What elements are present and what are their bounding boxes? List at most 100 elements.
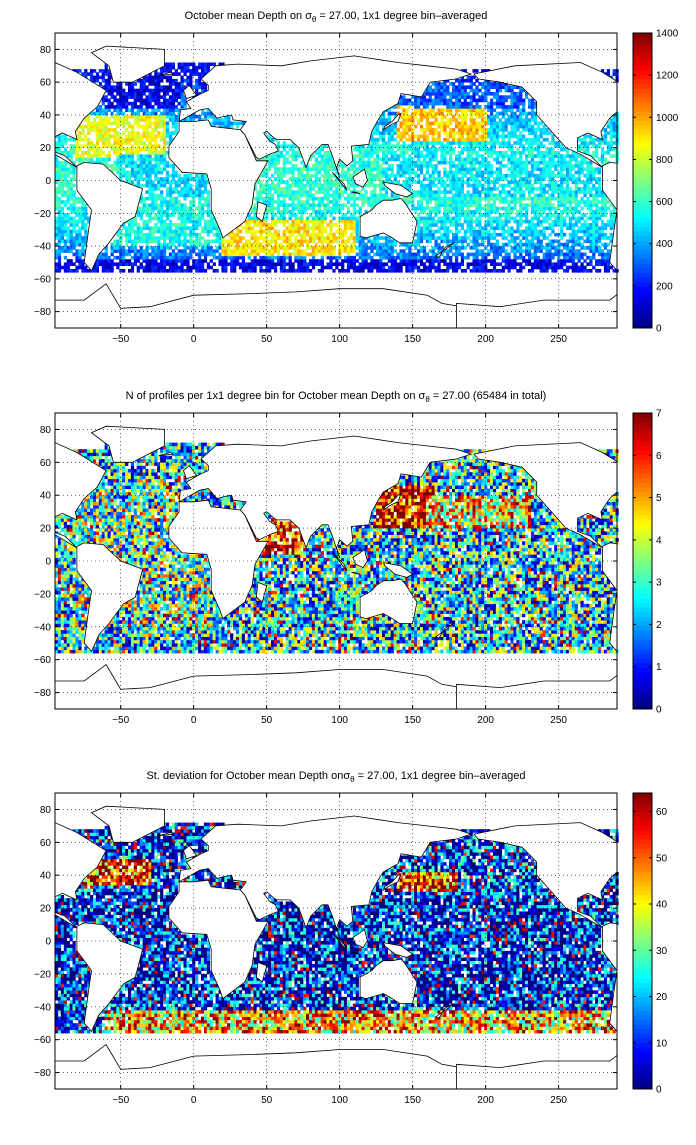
data-cell (463, 229, 467, 234)
data-cell (119, 177, 123, 181)
data-cell (443, 193, 447, 198)
data-cell (341, 167, 345, 171)
data-cell (279, 269, 283, 273)
data-cell (390, 269, 394, 273)
data-cell (492, 170, 497, 175)
data-cell (151, 229, 155, 234)
data-cell (276, 151, 281, 155)
data-cell (262, 239, 266, 244)
data-cell (335, 262, 339, 266)
data-cell (320, 249, 324, 253)
data-cell (291, 246, 295, 250)
data-cell (122, 124, 126, 129)
data-cell (417, 164, 421, 168)
data-cell (128, 259, 132, 263)
data-cell (101, 69, 105, 73)
data-cell (259, 249, 263, 253)
data-cell (355, 236, 359, 240)
data-cell (268, 203, 272, 207)
data-cell (387, 118, 391, 122)
data-cell (291, 226, 295, 230)
data-cell (297, 206, 301, 211)
data-cell (201, 226, 205, 230)
data-cell (311, 223, 316, 227)
data-cell (160, 75, 164, 80)
data-cell (481, 262, 485, 266)
data-cell (457, 187, 462, 191)
data-cell (440, 92, 444, 96)
data-cell (446, 216, 450, 221)
data-cell (443, 236, 447, 240)
data-cell (168, 203, 173, 207)
data-cell (291, 173, 295, 178)
data-cell (382, 147, 386, 152)
data-cell (311, 226, 316, 230)
data-cell (104, 69, 108, 73)
data-cell (417, 151, 421, 155)
data-cell (492, 108, 497, 112)
data-cell (259, 229, 263, 234)
data-cell (457, 164, 462, 168)
data-cell (165, 88, 170, 93)
data-cell (130, 92, 135, 96)
data-cell (341, 203, 345, 207)
data-cell (125, 101, 129, 106)
data-cell (405, 246, 409, 250)
data-cell (116, 88, 120, 93)
data-cell (349, 196, 354, 201)
data-cell (174, 255, 178, 260)
data-cell (136, 98, 140, 103)
data-cell (60, 187, 64, 191)
data-cell (145, 177, 149, 181)
data-cell (472, 92, 476, 96)
data-cell (481, 128, 485, 132)
data-cell (189, 229, 193, 234)
data-cell (206, 203, 210, 207)
data-cell (320, 144, 324, 148)
data-cell (414, 124, 418, 129)
data-cell (174, 246, 178, 250)
data-cell (475, 151, 479, 155)
data-cell (455, 210, 459, 214)
data-cell (417, 154, 421, 158)
data-cell (440, 226, 444, 230)
data-cell (428, 131, 432, 135)
data-cell (241, 236, 245, 240)
data-cell (133, 219, 137, 224)
data-cell (119, 269, 123, 273)
data-cell (285, 219, 289, 224)
data-cell (203, 180, 208, 185)
data-cell (428, 173, 432, 178)
data-cell (198, 85, 202, 89)
data-cell (95, 108, 100, 112)
data-cell (233, 232, 237, 237)
data-cell (206, 65, 210, 70)
data-cell (66, 232, 70, 237)
data-cell (268, 134, 272, 139)
data-cell (492, 134, 497, 139)
data-cell (224, 114, 228, 119)
data-cell (495, 167, 499, 171)
data-cell (72, 242, 76, 247)
data-cell (417, 206, 421, 211)
data-cell (408, 180, 412, 185)
data-cell (282, 229, 286, 234)
data-cell (306, 164, 310, 168)
data-cell (323, 167, 327, 171)
data-cell (148, 210, 152, 214)
data-cell (492, 200, 497, 204)
data-cell (303, 187, 307, 191)
data-cell (174, 226, 178, 230)
data-cell (113, 128, 117, 132)
data-cell (387, 269, 391, 273)
data-cell (163, 101, 167, 106)
data-cell (370, 164, 374, 168)
data-cell (457, 265, 462, 270)
data-cell (119, 141, 123, 145)
data-cell (490, 187, 494, 191)
data-cell (69, 239, 73, 244)
data-cell (142, 203, 146, 207)
data-cell (335, 170, 339, 175)
data-cell (113, 151, 117, 155)
